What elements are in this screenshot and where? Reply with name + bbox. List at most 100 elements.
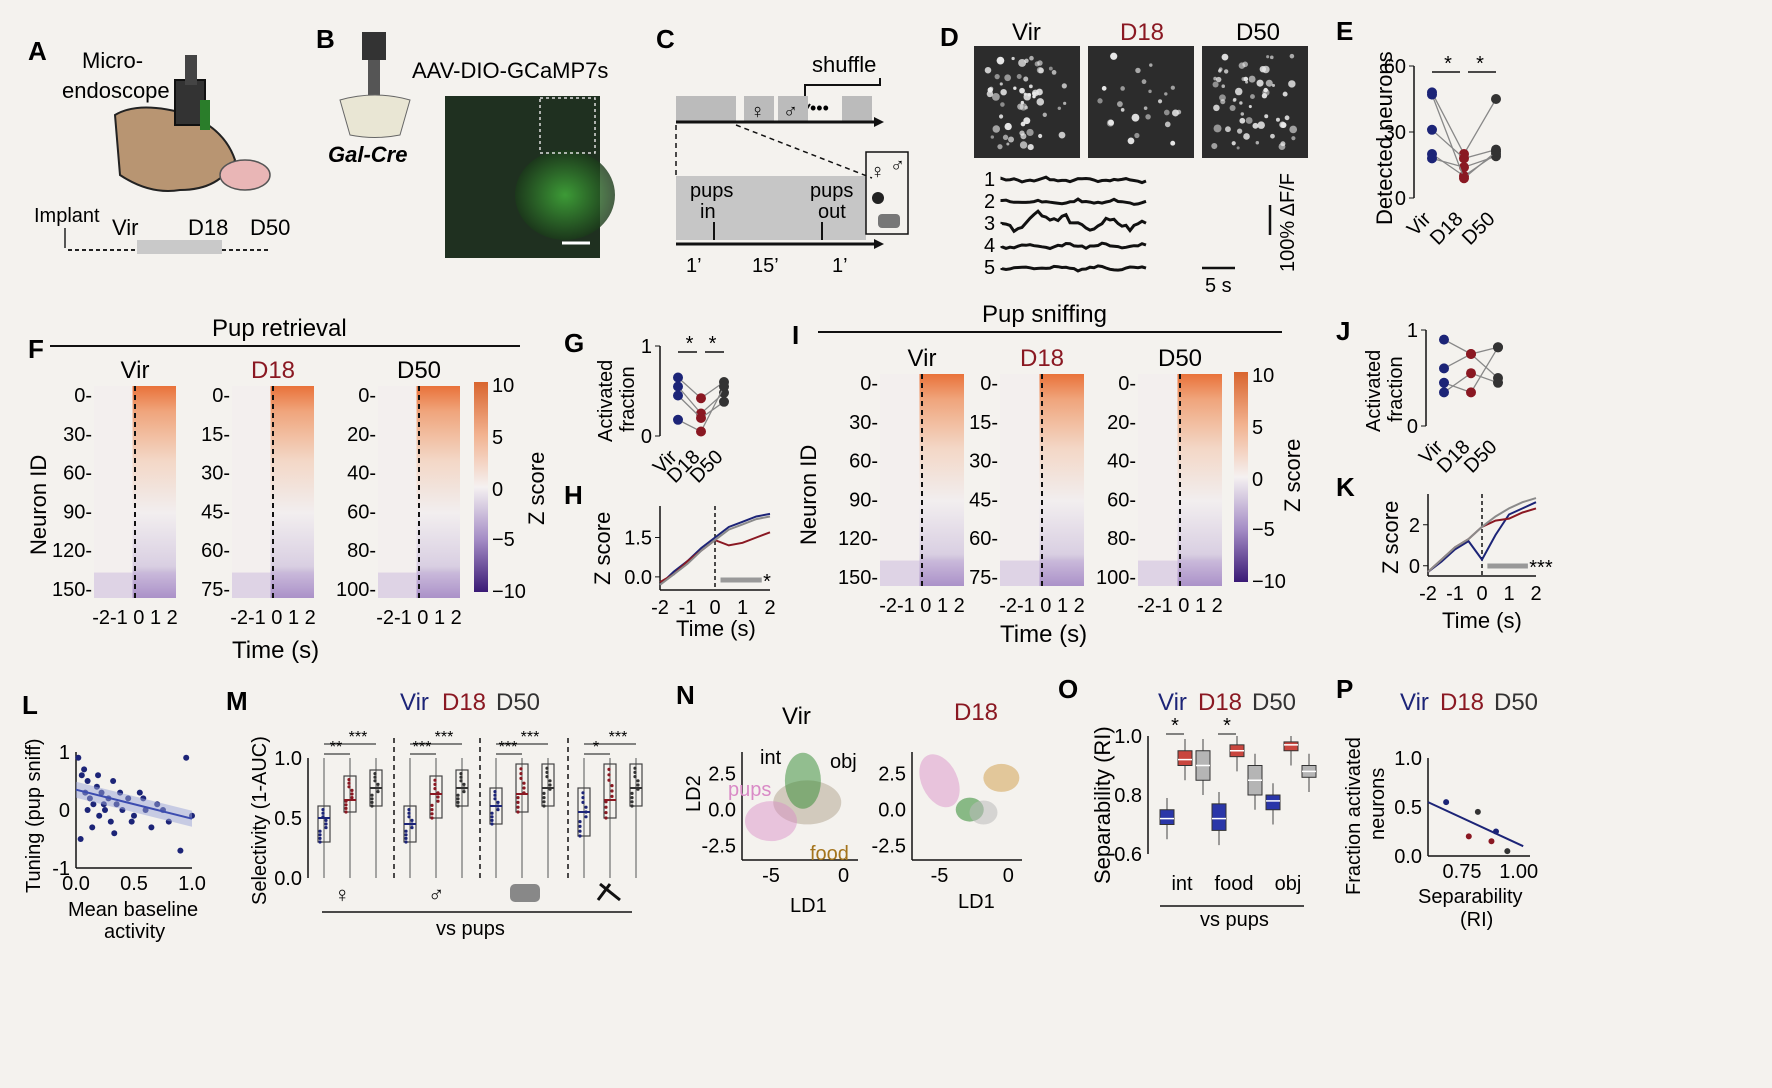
heatmap-response xyxy=(1039,374,1084,586)
data-point xyxy=(493,793,497,797)
legend-d50: D50 xyxy=(496,689,540,716)
cell-spot xyxy=(987,87,993,93)
legend-vir: Vir xyxy=(1158,689,1187,716)
significance-marker: * xyxy=(1444,53,1452,75)
data-point xyxy=(111,830,118,837)
heatmap-ytick: 15- xyxy=(201,424,230,446)
panel-f: F Pup retrieval Neuron ID Time (s) Vir0-… xyxy=(26,315,549,664)
data-point xyxy=(1439,334,1449,345)
duration-label: 15’ xyxy=(752,255,779,277)
cell-spot xyxy=(1028,84,1033,89)
cell-spot xyxy=(1212,81,1219,88)
box xyxy=(429,775,443,819)
heatmap-title: D50 xyxy=(397,357,441,384)
data-point xyxy=(630,791,634,796)
data-point xyxy=(578,829,582,833)
series-line xyxy=(1427,501,1537,573)
cell-spot xyxy=(1029,55,1034,61)
heatmap-ytick: 80- xyxy=(1107,528,1136,550)
x-axis-label: vs pups xyxy=(436,918,505,940)
cell-spot xyxy=(1271,83,1276,88)
panel-letter: D xyxy=(940,22,959,52)
data-point xyxy=(604,800,608,804)
data-point xyxy=(548,787,552,791)
data-point xyxy=(1465,833,1472,840)
y-tick-label: 0.0 xyxy=(1394,846,1422,868)
cell-spot xyxy=(1131,113,1140,122)
significance-marker: *** xyxy=(349,729,368,746)
cell-spot xyxy=(1038,133,1043,139)
data-point xyxy=(673,390,683,401)
cell-spot xyxy=(1164,121,1171,128)
data-point xyxy=(148,824,155,831)
x-axis-label: LD1 xyxy=(958,891,995,913)
x-tick-label: 0.75 xyxy=(1443,861,1482,883)
timeline-implant: Implant xyxy=(34,205,100,227)
data-point xyxy=(376,790,380,794)
heatmap-ytick: 60- xyxy=(849,451,878,473)
trace-id: 1 xyxy=(984,169,995,191)
fit-line xyxy=(1427,801,1524,848)
y-tick-label: 0 xyxy=(1409,556,1420,578)
colorbar-tick: 5 xyxy=(492,427,503,449)
heatmap-xtick: -2-1 0 1 2 xyxy=(230,607,316,629)
x-axis-label: (RI) xyxy=(1460,909,1493,931)
heatmap-ytick: 60- xyxy=(63,463,92,485)
heatmap-ytick: 90- xyxy=(849,489,878,511)
female-icon: ♀ xyxy=(750,101,765,123)
heatmap-ytick: 60- xyxy=(969,528,998,550)
data-point xyxy=(433,782,437,787)
cell-spot xyxy=(1157,99,1163,104)
data-point xyxy=(696,413,706,423)
y-axis-label: Detected neurons xyxy=(1372,51,1397,225)
data-point xyxy=(636,783,640,787)
data-point xyxy=(347,778,351,782)
panel-c: C shuffle ♀ ♂ ••• pups in pups out 1’ 15… xyxy=(656,24,909,277)
timeline-d50: D50 xyxy=(250,215,290,240)
panel-letter: G xyxy=(564,328,584,358)
data-point xyxy=(321,808,325,812)
heatmap-ytick: 40- xyxy=(1107,451,1136,473)
data-point xyxy=(490,811,494,815)
heatmap-ytick: 60- xyxy=(1107,489,1136,511)
heatmap-title: Vir xyxy=(121,357,150,384)
data-point xyxy=(496,800,500,805)
x-axis-label: activity xyxy=(104,921,165,943)
cluster-obj xyxy=(969,800,998,825)
cell-spot xyxy=(1027,143,1034,151)
data-point xyxy=(324,826,328,830)
cell-spot xyxy=(1282,91,1288,97)
plot-title-vir: Vir xyxy=(782,703,811,730)
cluster-pups xyxy=(919,754,960,808)
data-point xyxy=(1493,342,1503,353)
data-point xyxy=(96,812,103,819)
x-tick-label: 0 xyxy=(838,865,849,887)
y-tick-label: 0 xyxy=(641,426,652,448)
cell-spot xyxy=(1232,98,1236,103)
cell-spot xyxy=(1241,76,1246,82)
panel-letter: O xyxy=(1058,674,1078,704)
heatmap-title: D50 xyxy=(1158,345,1202,372)
y-tick-label: 0 xyxy=(1395,188,1406,210)
pups-out-label: pups xyxy=(810,180,853,202)
colorbar xyxy=(1234,372,1248,582)
x-tick-label: 1 xyxy=(1503,583,1514,605)
data-point xyxy=(350,796,354,800)
data-point xyxy=(1459,173,1469,184)
image-title-d18: D18 xyxy=(1120,19,1164,46)
box xyxy=(541,763,555,807)
calcium-trace xyxy=(1000,175,1147,185)
y-tick-label: 1.0 xyxy=(274,748,302,770)
data-point xyxy=(459,775,463,779)
data-point xyxy=(516,805,520,809)
data-point xyxy=(410,822,414,826)
data-point xyxy=(604,816,608,820)
cell-spot xyxy=(1002,134,1009,141)
x-axis-label: LD1 xyxy=(790,895,827,917)
heatmap-response xyxy=(270,386,314,598)
pups-out-label: out xyxy=(818,201,846,223)
panel-a: A Micro- endoscope Implant Vir D18 D50 xyxy=(28,36,290,254)
heatmap-ytick: 0- xyxy=(860,373,878,395)
data-point xyxy=(324,822,328,826)
